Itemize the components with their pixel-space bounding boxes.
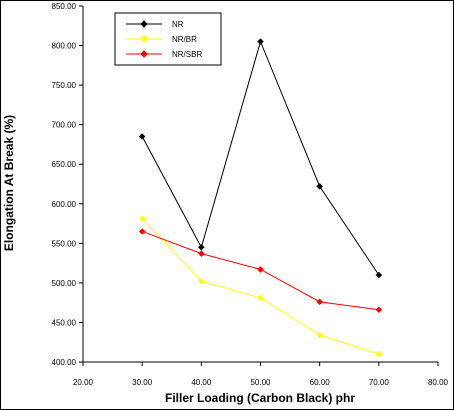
x-tick-label: 50.00 [250,378,271,387]
legend-item: NR [126,20,184,29]
legend-label: NR/BR [172,35,197,44]
legend-label: NR [172,20,184,29]
x-tick-label: 40.00 [191,378,212,387]
legend-marker [140,50,148,58]
data-point [257,294,264,302]
data-point [257,266,264,273]
data-point [138,215,146,223]
legend-label: NR/SBR [172,50,202,59]
data-point [257,38,264,45]
y-axis-title: Elongation At Break (%) [2,115,16,251]
y-tick-label: 550.00 [52,239,77,248]
y-tick-label: 650.00 [52,160,77,169]
series-line [141,218,379,355]
y-tick-label: 500.00 [52,279,77,288]
data-point [138,133,146,140]
legend-item: NR/BR [126,35,197,44]
data-point [197,250,205,257]
data-point [375,350,383,358]
legend-marker [140,35,148,43]
x-tick-label: 70.00 [369,378,390,387]
y-tick-label: 600.00 [52,200,77,209]
axes: 400.00 450.00 500.00 550.00 600.00 650.00 700.… [52,2,449,387]
data-point [197,243,205,251]
data-point [316,331,324,339]
y-tick-label: 750.00 [52,81,77,90]
data-point [375,271,383,279]
y-tick-label: 700.00 [52,121,77,130]
data-point [375,306,383,314]
x-tick-label: 60.00 [310,378,331,387]
x-tick-label: 80.00 [428,378,449,387]
series-nr [138,38,383,279]
y-tick-label: 850.00 [52,2,77,11]
data-point [138,228,146,235]
data-point [316,298,324,306]
y-tick-label: 400.00 [52,358,77,367]
x-axis-title: Filler Loading (Carbon Black) phr [165,391,355,405]
x-tick-label: 30.00 [132,378,153,387]
y-tick-label: 800.00 [52,42,77,51]
legend-item: NR/SBR [126,50,202,59]
data-point [316,183,324,190]
series-nr-br [138,215,383,358]
series-layer [138,38,383,358]
y-tick-label: 450.00 [52,318,77,327]
legend-marker [140,20,148,28]
series-nr-sbr [138,228,383,314]
legend: NR NR/BR NR/SBR [114,12,222,66]
data-point [197,277,205,285]
series-line [141,40,380,276]
x-tick-label: 20.00 [73,378,94,387]
